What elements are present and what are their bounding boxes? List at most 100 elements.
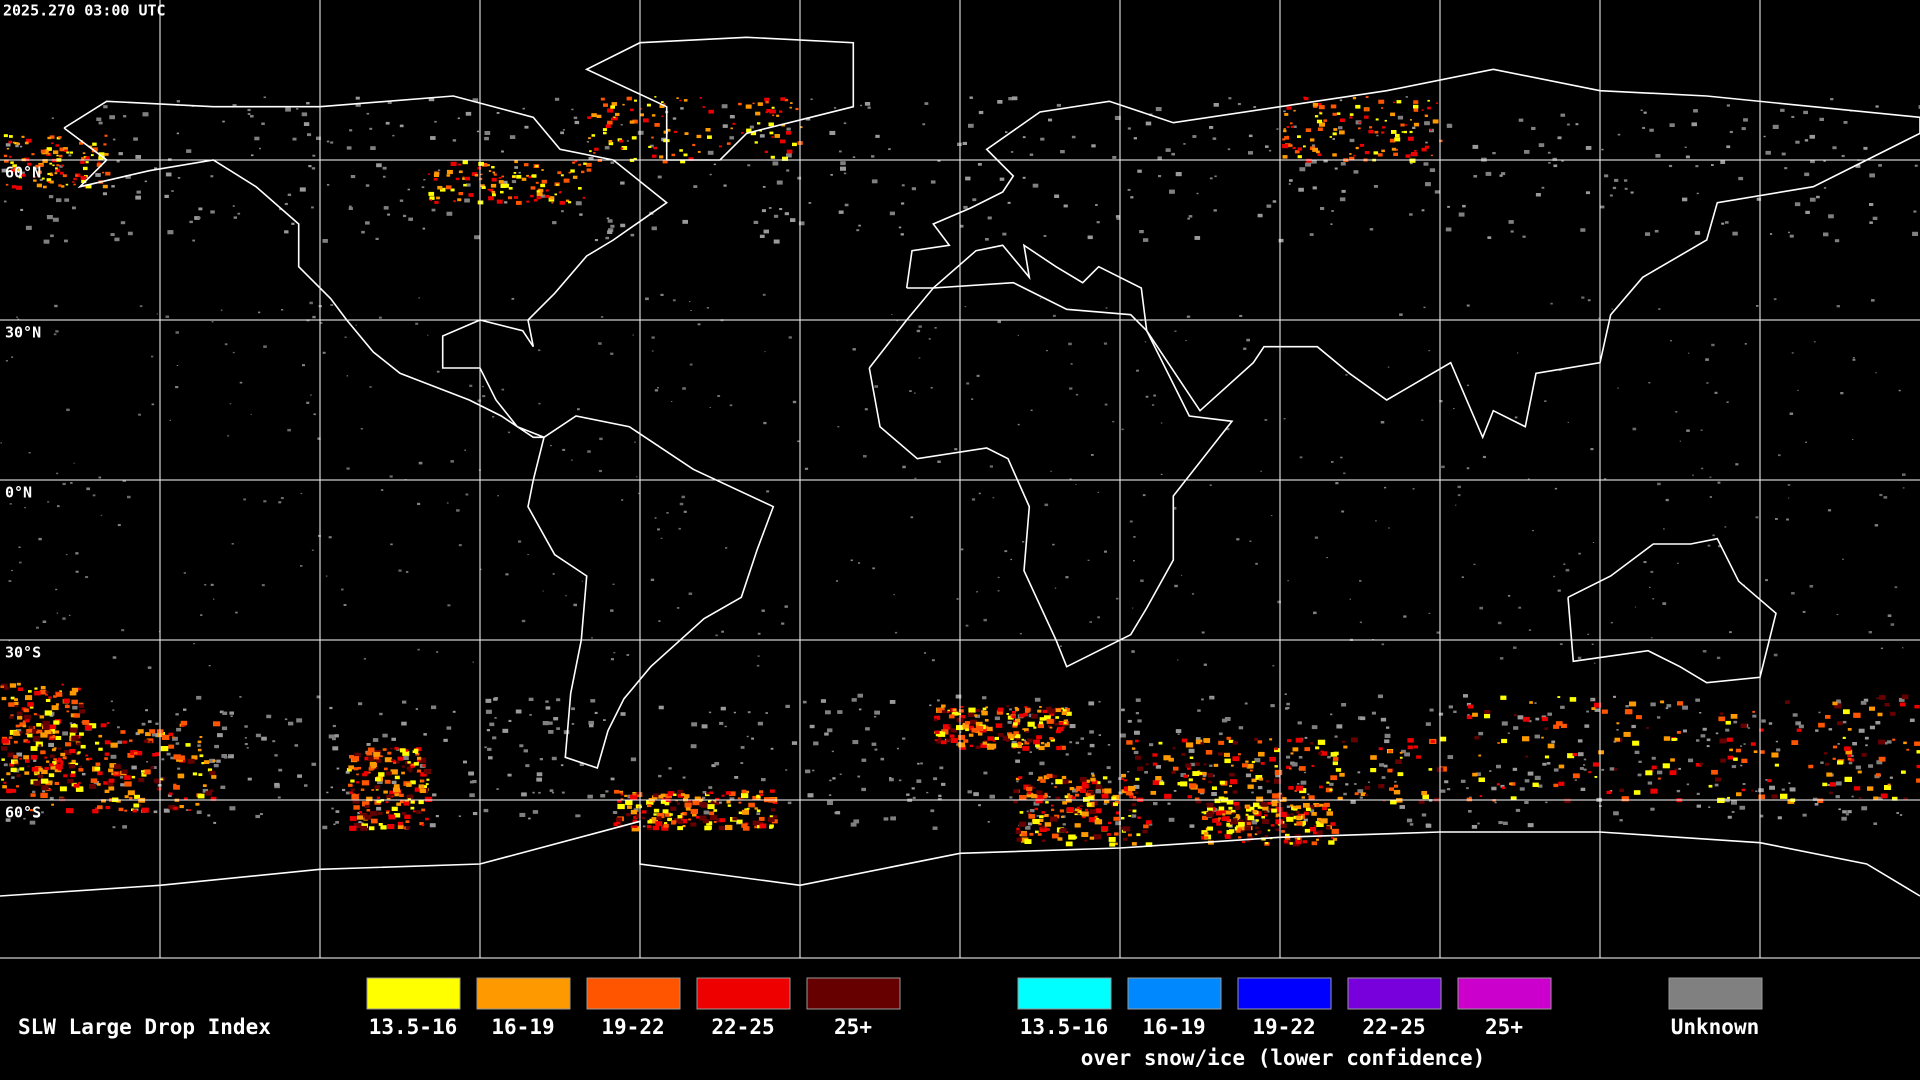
cloud-pixel	[40, 686, 46, 690]
cloud-pixel	[81, 157, 85, 160]
cloud-pixel	[514, 196, 518, 199]
cloud-pixel	[1074, 810, 1082, 816]
cloud-pixel	[1429, 129, 1433, 131]
cloud-pixel	[51, 803, 54, 806]
cloud-pixel	[1034, 697, 1041, 702]
cloud-pixel	[1727, 755, 1734, 760]
cloud-pixel	[481, 186, 486, 189]
cloud-pixel	[85, 184, 92, 189]
cloud-pixel	[1537, 784, 1543, 788]
cloud-pixel	[121, 629, 125, 632]
cloud-pixel	[1447, 205, 1450, 208]
cloud-pixel	[939, 766, 944, 770]
cloud-pixel	[28, 690, 32, 693]
cloud-pixel	[39, 178, 43, 181]
cloud-pixel	[429, 199, 433, 201]
cloud-pixel	[1518, 606, 1522, 609]
cloud-pixel	[1265, 145, 1269, 148]
cloud-pixel	[1290, 813, 1294, 816]
cloud-pixel	[1254, 737, 1258, 741]
cloud-pixel	[1525, 755, 1529, 758]
cloud-pixel	[918, 325, 922, 328]
cloud-pixel	[1044, 792, 1048, 795]
cloud-pixel	[311, 206, 314, 209]
cloud-pixel	[405, 571, 409, 573]
cloud-pixel	[1135, 777, 1140, 781]
cloud-pixel	[403, 756, 409, 760]
cloud-pixel	[1378, 747, 1383, 751]
cloud-pixel	[1665, 707, 1669, 710]
cloud-pixel	[371, 789, 375, 791]
cloud-pixel	[780, 97, 786, 101]
cloud-pixel	[91, 147, 98, 152]
cloud-pixel	[1145, 121, 1152, 126]
cloud-pixel	[1809, 134, 1815, 139]
cloud-pixel	[1498, 821, 1503, 825]
cloud-pixel	[1229, 779, 1238, 785]
cloud-pixel	[1046, 741, 1050, 744]
cloud-pixel	[1064, 795, 1069, 798]
cloud-pixel	[1557, 589, 1561, 592]
cloud-pixel	[329, 706, 333, 710]
cloud-pixel	[746, 128, 752, 133]
cloud-pixel	[375, 237, 379, 240]
cloud-pixel	[311, 167, 316, 170]
cloud-pixel	[1750, 742, 1756, 746]
cloud-pixel	[1430, 154, 1433, 157]
cloud-pixel	[391, 806, 398, 811]
cloud-pixel	[753, 220, 759, 224]
cloud-pixel	[1513, 726, 1519, 730]
cloud-pixel	[1123, 779, 1127, 782]
cloud-pixel	[551, 791, 555, 794]
cloud-pixel	[147, 666, 152, 669]
cloud-pixel	[1265, 780, 1270, 783]
cloud-pixel	[1152, 780, 1160, 785]
cloud-pixel	[1286, 765, 1291, 769]
cloud-pixel	[44, 756, 48, 759]
cloud-pixel	[1029, 832, 1034, 836]
cloud-pixel	[426, 778, 430, 781]
cloud-pixel	[187, 758, 195, 764]
cloud-pixel	[23, 714, 31, 720]
cloud-pixel	[523, 749, 528, 753]
cloud-pixel	[719, 145, 722, 148]
cloud-pixel	[1278, 238, 1284, 243]
cloud-pixel	[1185, 742, 1194, 748]
cloud-pixel	[550, 444, 552, 447]
cloud-pixel	[1387, 749, 1393, 753]
cloud-pixel	[578, 163, 581, 166]
cloud-pixel	[274, 782, 280, 787]
cloud-pixel	[1065, 841, 1073, 847]
cloud-pixel	[12, 141, 16, 144]
cloud-pixel	[804, 467, 809, 470]
cloud-pixel	[713, 821, 717, 823]
cloud-pixel	[621, 146, 628, 150]
cloud-pixel	[1027, 791, 1032, 795]
cloud-pixel	[1803, 110, 1808, 115]
cloud-pixel	[1264, 814, 1268, 817]
legend-title: SLW Large Drop Index	[18, 1015, 271, 1039]
cloud-pixel	[358, 821, 362, 824]
cloud-pixel	[1357, 789, 1364, 794]
cloud-pixel	[579, 213, 583, 216]
cloud-pixel	[702, 791, 707, 794]
cloud-pixel	[1309, 827, 1316, 832]
cloud-pixel	[452, 139, 457, 142]
cloud-pixel	[1825, 715, 1831, 719]
cloud-pixel	[606, 217, 610, 220]
cloud-pixel	[51, 748, 56, 752]
cloud-pixel	[651, 820, 656, 824]
cloud-pixel	[171, 736, 175, 739]
cloud-pixel	[428, 173, 431, 175]
cloud-pixel	[690, 808, 698, 814]
cloud-pixel	[135, 195, 141, 200]
cloud-pixel	[1873, 822, 1878, 825]
cloud-pixel	[1142, 829, 1148, 834]
cloud-pixel	[453, 200, 456, 203]
cloud-pixel	[612, 116, 618, 121]
cloud-pixel	[336, 767, 340, 770]
cloud-pixel	[183, 708, 187, 711]
cloud-pixel	[1735, 748, 1741, 753]
cloud-pixel	[415, 752, 420, 756]
cloud-pixel	[1740, 723, 1747, 728]
